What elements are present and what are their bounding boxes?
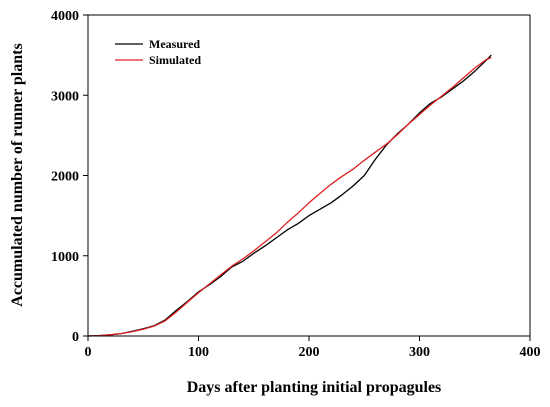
series-layer [87, 54, 492, 337]
x-axis-title: Days after planting initial propagules [187, 379, 442, 396]
series-line-measured [87, 54, 492, 337]
x-tick-label: 0 [85, 345, 92, 360]
y-tick-label: 0 [72, 330, 79, 345]
series-line-simulated [87, 56, 492, 337]
y-axis-title: Accumulated number of runner plants [9, 43, 26, 306]
legend-label-simulated: Simulated [149, 53, 201, 67]
x-tick-label: 200 [299, 345, 320, 360]
y-tick-label: 4000 [51, 9, 79, 24]
x-tick-label: 400 [520, 345, 541, 360]
x-tick-label: 300 [409, 345, 430, 360]
y-tick-label: 2000 [51, 170, 79, 185]
x-tick-label: 100 [188, 345, 209, 360]
y-tick-label: 3000 [51, 89, 79, 104]
legend-label-measured: Measured [149, 37, 200, 51]
y-tick-label: 1000 [51, 250, 79, 265]
legend: Measured Simulated [115, 37, 201, 67]
